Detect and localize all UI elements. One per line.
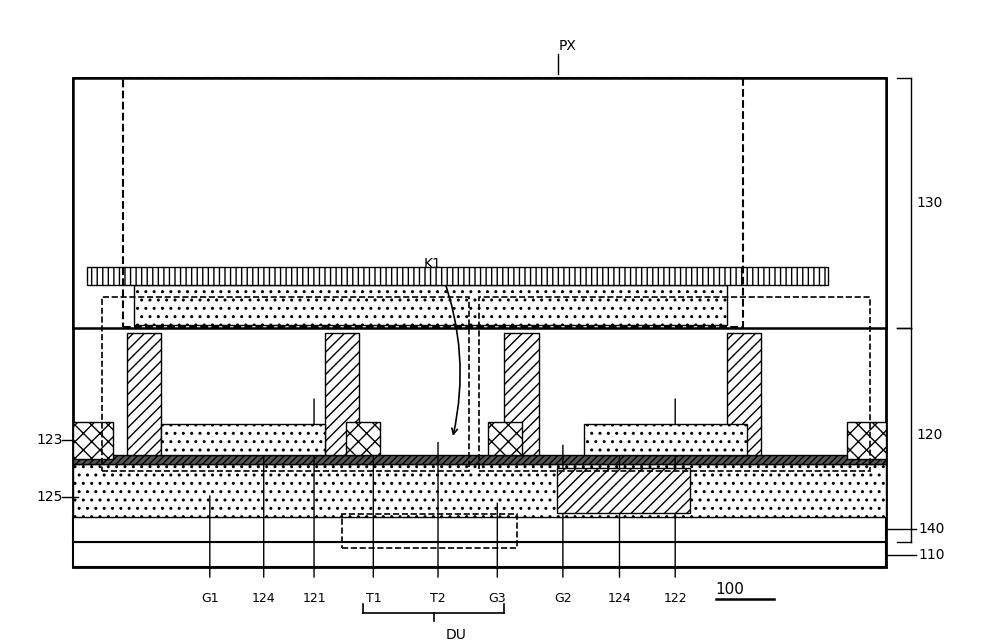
- Text: 121: 121: [302, 592, 326, 605]
- Bar: [847, 422, 886, 458]
- Bar: [73, 422, 113, 458]
- Text: 100: 100: [716, 582, 744, 597]
- Text: 140: 140: [919, 522, 945, 536]
- Bar: [123, 78, 743, 327]
- Bar: [161, 424, 325, 455]
- Text: T1: T1: [366, 592, 381, 605]
- Bar: [87, 267, 828, 285]
- Text: 122: 122: [663, 592, 687, 605]
- Bar: [73, 78, 886, 567]
- Text: 124: 124: [252, 592, 276, 605]
- Text: 124: 124: [608, 592, 631, 605]
- Bar: [346, 422, 380, 455]
- Bar: [102, 298, 469, 471]
- Text: K1: K1: [424, 257, 442, 271]
- Bar: [584, 424, 747, 455]
- Bar: [73, 464, 886, 516]
- Bar: [727, 333, 761, 455]
- Text: 125: 125: [36, 490, 62, 503]
- Bar: [342, 514, 517, 548]
- Bar: [73, 542, 886, 567]
- Bar: [504, 333, 539, 455]
- Text: 110: 110: [919, 548, 945, 561]
- Text: 120: 120: [917, 428, 943, 442]
- Bar: [73, 78, 886, 329]
- Bar: [73, 455, 886, 464]
- Bar: [73, 516, 886, 542]
- Bar: [325, 333, 359, 455]
- Bar: [488, 422, 522, 455]
- Text: PX: PX: [558, 39, 576, 53]
- Bar: [134, 285, 727, 325]
- Bar: [557, 467, 690, 513]
- Text: DU: DU: [446, 628, 467, 642]
- Bar: [127, 333, 161, 455]
- Text: 123: 123: [36, 433, 62, 447]
- Bar: [479, 298, 870, 471]
- Text: T2: T2: [430, 592, 446, 605]
- Text: G3: G3: [488, 592, 506, 605]
- Text: 130: 130: [917, 196, 943, 210]
- Text: G2: G2: [554, 592, 572, 605]
- Text: G1: G1: [201, 592, 219, 605]
